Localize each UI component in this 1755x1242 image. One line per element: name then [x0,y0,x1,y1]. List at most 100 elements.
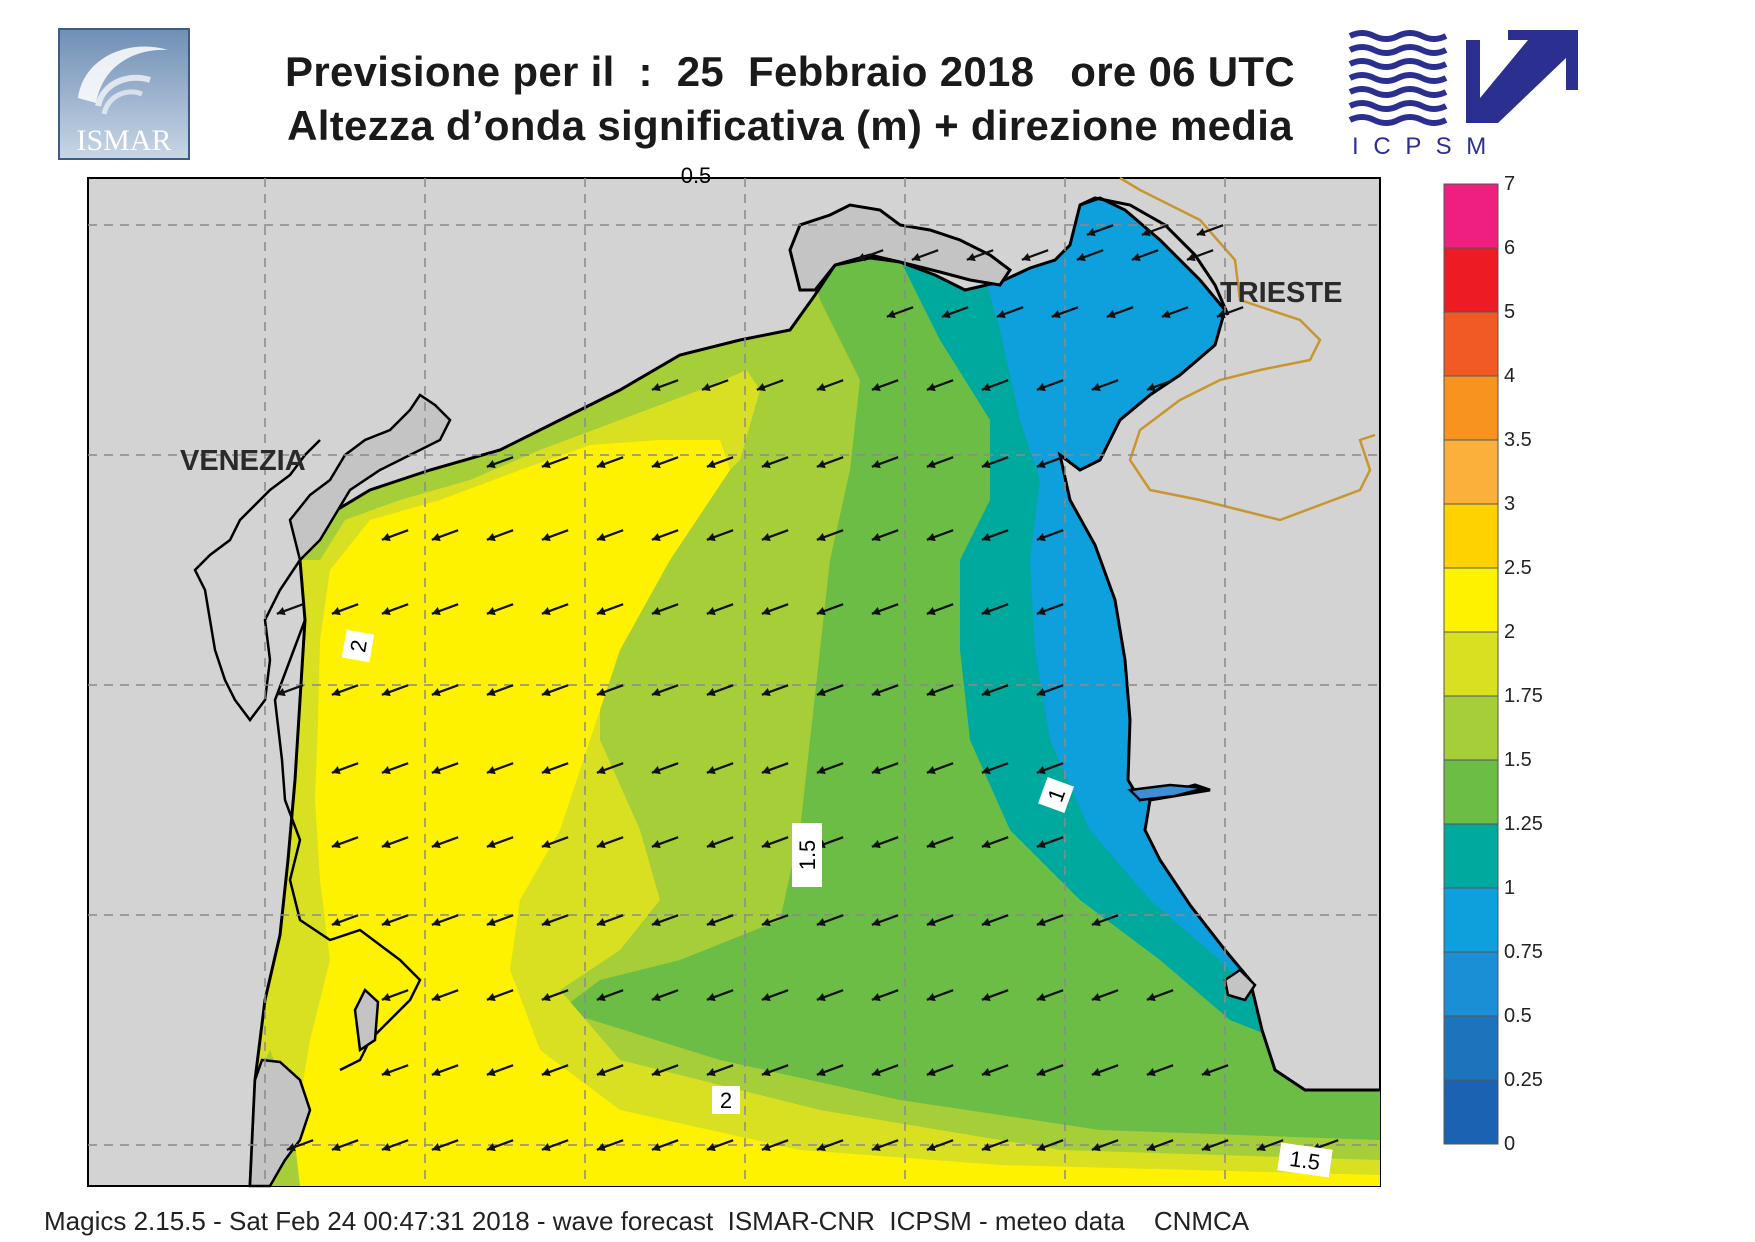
wave-arrow [1091,379,1119,392]
title-line-1: Previsione per il : 25 Febbraio 2018 ore… [285,48,1295,95]
wave-arrow [1036,989,1064,1002]
coastal-strip-north [300,340,770,560]
wave-arrow [871,456,899,469]
wave-arrow [596,1139,624,1152]
wave-arrow [1201,1064,1229,1077]
wave-arrow [981,914,1009,927]
wave-arrow [276,684,304,697]
wave-arrow [816,529,844,542]
wave-arrow [761,989,789,1002]
wave-arrow [941,306,969,319]
wave-arrow [1021,249,1049,262]
legend-swatch [1443,759,1499,825]
wave-arrow [276,603,304,616]
svg-text:1.5: 1.5 [1288,1146,1322,1175]
wave-arrow [871,989,899,1002]
wave-arrow [381,1139,409,1152]
contour-label-1-5: 1.5 [792,823,822,887]
legend-level-label: 2 [1504,621,1515,643]
legend: 7 6 5 4 3.5 3 2.5 2 1.75 1.5 1.25 1 0.75 0.5 0.25 0 [1443,173,1543,1155]
legend-swatch [1443,823,1499,889]
wave-arrow [981,1139,1009,1152]
wave-arrow [651,379,679,392]
wave-arrow [331,836,359,849]
wave-arrow [706,1139,734,1152]
wave-arrow [926,989,954,1002]
wave-arrow [596,529,624,542]
wave-arrow [856,249,884,262]
wave-arrow [816,989,844,1002]
wave-arrow [706,456,734,469]
legend-swatch [1443,503,1499,569]
wave-arrow [911,249,939,262]
wave-arrow [381,603,409,616]
wave-arrow [541,989,569,1002]
wave-arrow [816,762,844,775]
wave-arrow [1146,989,1174,1002]
city-label-trieste: TRIESTE [1220,277,1342,309]
wave-arrow [596,836,624,849]
legend-level-label: 6 [1504,237,1515,259]
wave-arrow [761,456,789,469]
wave-arrow [926,1064,954,1077]
legend-level-label: 1.25 [1504,813,1543,835]
wave-arrow [981,1064,1009,1077]
legend-swatch [1443,951,1499,1017]
wave-arrow [331,603,359,616]
wave-arrow [706,529,734,542]
legend-swatch [1443,247,1499,313]
contour-label-1-5-south: 1.5 [1277,1142,1333,1178]
wave-arrow [816,456,844,469]
wave-arrow [486,1139,514,1152]
wave-arrow [996,306,1024,319]
wave-arrow [1051,306,1079,319]
wave-arrow [651,1064,679,1077]
wave-arrow [926,1139,954,1152]
wave-arrow [596,684,624,697]
wave-arrow [761,762,789,775]
wave-arrow [871,1064,899,1077]
lagoon-inner-coast [193,439,321,723]
contour-label-0-5: 0.5 [681,163,712,188]
wave-arrow [761,684,789,697]
wave-arrow [761,1064,789,1077]
city-label-venezia: VENEZIA [180,445,306,477]
wave-arrow [286,1139,314,1152]
wave-arrow [651,603,679,616]
wave-arrow [981,836,1009,849]
wave-arrow [926,836,954,849]
wave-arrow [1161,306,1189,319]
wave-arrow [706,684,734,697]
wave-arrow [761,836,789,849]
wave-arrow [816,914,844,927]
wave-arrow [926,603,954,616]
icpsm-logo: I C P S M [1348,28,1588,160]
wave-arrow [1086,224,1114,237]
wave-arrow [1036,762,1064,775]
wave-arrow [816,1139,844,1152]
lagoon-shore-south [273,619,422,1072]
wave-arrow [486,836,514,849]
wave-arrow [1036,684,1064,697]
contour-label-1: 1 [1038,777,1074,813]
istria-inlet [1127,783,1206,802]
wave-arrow [596,762,624,775]
wave-arrow [651,684,679,697]
wave-arrow [431,603,459,616]
wave-arrow [651,989,679,1002]
title-line-2: Altezza d’onda significativa (m) + direz… [287,102,1293,149]
wave-arrow [431,914,459,927]
legend-level-label: 4 [1504,365,1515,387]
wave-arrow [1036,379,1064,392]
wave-arrow [926,762,954,775]
wave-arrow [1146,379,1174,392]
wave-arrow [1091,914,1119,927]
svg-text:1.5: 1.5 [795,840,820,871]
wave-arrow [1131,249,1159,262]
wave-arrow [761,914,789,927]
legend-level-label: 3 [1504,493,1515,515]
legend-swatch [1443,1015,1499,1081]
wave-arrow [981,989,1009,1002]
wave-arrow [431,1064,459,1077]
legend-level-label: 5 [1504,301,1515,323]
